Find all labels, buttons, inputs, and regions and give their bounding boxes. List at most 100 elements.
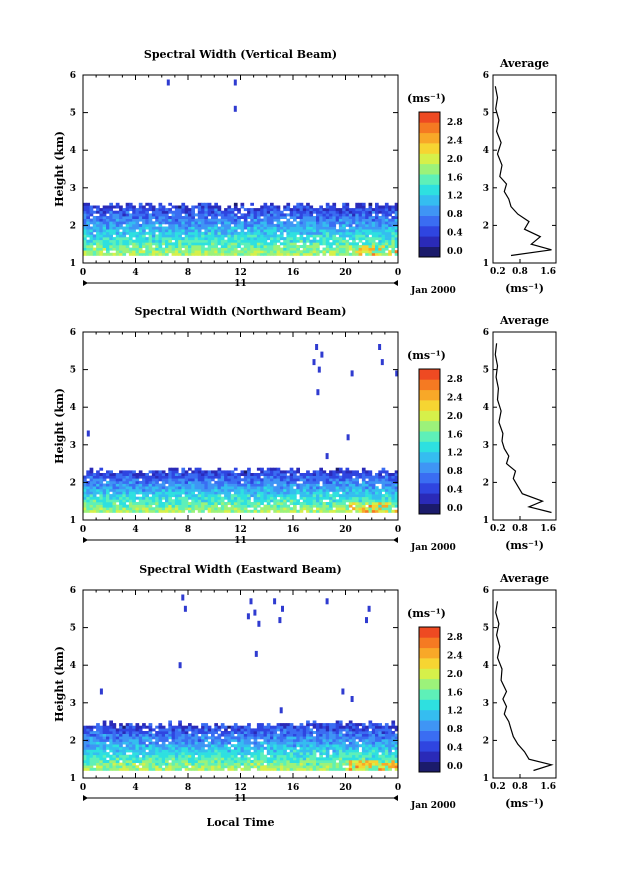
- heatmap-cell: [283, 739, 287, 742]
- heatmap-cell: [185, 245, 189, 248]
- heatmap-cell: [270, 216, 274, 219]
- heatmap-cell: [142, 234, 146, 237]
- heatmap-cell: [336, 507, 340, 510]
- heatmap-cell: [300, 752, 304, 755]
- heatmap-cell: [293, 216, 297, 219]
- heatmap-cell: [116, 749, 120, 752]
- heatmap-cell: [332, 476, 336, 479]
- heatmap-cell: [214, 728, 218, 731]
- heatmap-cell: [175, 208, 179, 211]
- heatmap-cell: [372, 768, 376, 771]
- heatmap-cell: [339, 237, 343, 240]
- heatmap-cell: [388, 229, 392, 232]
- date-label: Jan 2000: [410, 543, 456, 553]
- heatmap-cell: [119, 473, 123, 476]
- heatmap-cell: [227, 208, 231, 211]
- heatmap-cell: [290, 234, 294, 237]
- heatmap-cell: [277, 481, 281, 484]
- heatmap-cell: [145, 494, 149, 497]
- heatmap-cell: [260, 726, 264, 729]
- heatmap-cell: [369, 747, 373, 750]
- heatmap-cell: [257, 760, 261, 763]
- heatmap-cell: [119, 739, 123, 742]
- heatmap-cell: [332, 760, 336, 763]
- heatmap-cell: [260, 507, 264, 510]
- heatmap-cell: [359, 473, 363, 476]
- heatmap-cell: [241, 250, 245, 253]
- heatmap-cell: [198, 208, 202, 211]
- heatmap-cell: [375, 245, 379, 248]
- heatmap-cell: [129, 507, 133, 510]
- colorbar-swatch: [419, 164, 440, 175]
- heatmap-cell: [208, 731, 212, 734]
- heatmap-cell: [332, 229, 336, 232]
- heatmap-cell: [286, 752, 290, 755]
- heatmap-cell: [90, 755, 94, 758]
- heatmap-cell: [257, 497, 261, 500]
- heatmap-cell: [303, 491, 307, 494]
- heatmap-cell: [359, 765, 363, 768]
- heatmap-cell: [113, 723, 117, 726]
- heatmap-cell: [260, 219, 264, 222]
- heatmap-cell: [300, 765, 304, 768]
- heatmap-cell: [90, 494, 94, 497]
- heatmap-cell: [382, 510, 386, 513]
- heatmap-cell: [306, 760, 310, 763]
- heatmap-cell: [109, 224, 113, 227]
- heatmap-cell: [198, 768, 202, 771]
- heatmap-cell: [106, 486, 110, 489]
- heatmap-cell: [326, 227, 330, 230]
- heatmap-cell: [316, 497, 320, 500]
- sparse-echo-point: [381, 359, 384, 365]
- heatmap-cell: [375, 736, 379, 739]
- heatmap-cell: [365, 221, 369, 224]
- heatmap-cell: [139, 747, 143, 750]
- heatmap-cell: [113, 213, 117, 216]
- heatmap-cell: [264, 219, 268, 222]
- heatmap-cell: [221, 768, 225, 771]
- heatmap-cell: [254, 510, 258, 513]
- heatmap-cell: [93, 216, 97, 219]
- heatmap-cell: [149, 499, 153, 502]
- heatmap-cell: [273, 224, 277, 227]
- heatmap-cell: [113, 765, 117, 768]
- heatmap-cell: [139, 229, 143, 232]
- heatmap-cell: [103, 757, 107, 760]
- heatmap-cell: [96, 760, 100, 763]
- heatmap-cell: [103, 505, 107, 508]
- heatmap-cell: [211, 494, 215, 497]
- heatmap-cell: [126, 240, 130, 243]
- heatmap-cell: [346, 232, 350, 235]
- heatmap-cell: [270, 476, 274, 479]
- heatmap-cell: [369, 476, 373, 479]
- heatmap-cell: [237, 481, 241, 484]
- heatmap-cell: [378, 211, 382, 214]
- heatmap-cell: [129, 224, 133, 227]
- heatmap-cell: [204, 227, 208, 230]
- heatmap-cell: [172, 476, 176, 479]
- heatmap-cell: [342, 213, 346, 216]
- heatmap-cell: [247, 468, 251, 471]
- heatmap-cell: [139, 726, 143, 729]
- heatmap-cell: [136, 242, 140, 245]
- heatmap-cell: [234, 489, 238, 492]
- heatmap-cell: [165, 744, 169, 747]
- heatmap-cell: [152, 208, 156, 211]
- heatmap-cell: [90, 229, 94, 232]
- heatmap-cell: [227, 242, 231, 245]
- heatmap-cell: [165, 478, 169, 481]
- heatmap-cell: [90, 481, 94, 484]
- heatmap-cell: [247, 221, 251, 224]
- heatmap-cell: [372, 224, 376, 227]
- heatmap-cell: [332, 489, 336, 492]
- heatmap-cell: [139, 760, 143, 763]
- heatmap-cell: [355, 470, 359, 473]
- heatmap-cell: [270, 763, 274, 766]
- heatmap-cell: [388, 221, 392, 224]
- heatmap-cell: [149, 476, 153, 479]
- heatmap-cell: [195, 763, 199, 766]
- heatmap-cell: [303, 245, 307, 248]
- heatmap-cell: [309, 502, 313, 505]
- heatmap-cell: [109, 227, 113, 230]
- heatmap-cell: [369, 731, 373, 734]
